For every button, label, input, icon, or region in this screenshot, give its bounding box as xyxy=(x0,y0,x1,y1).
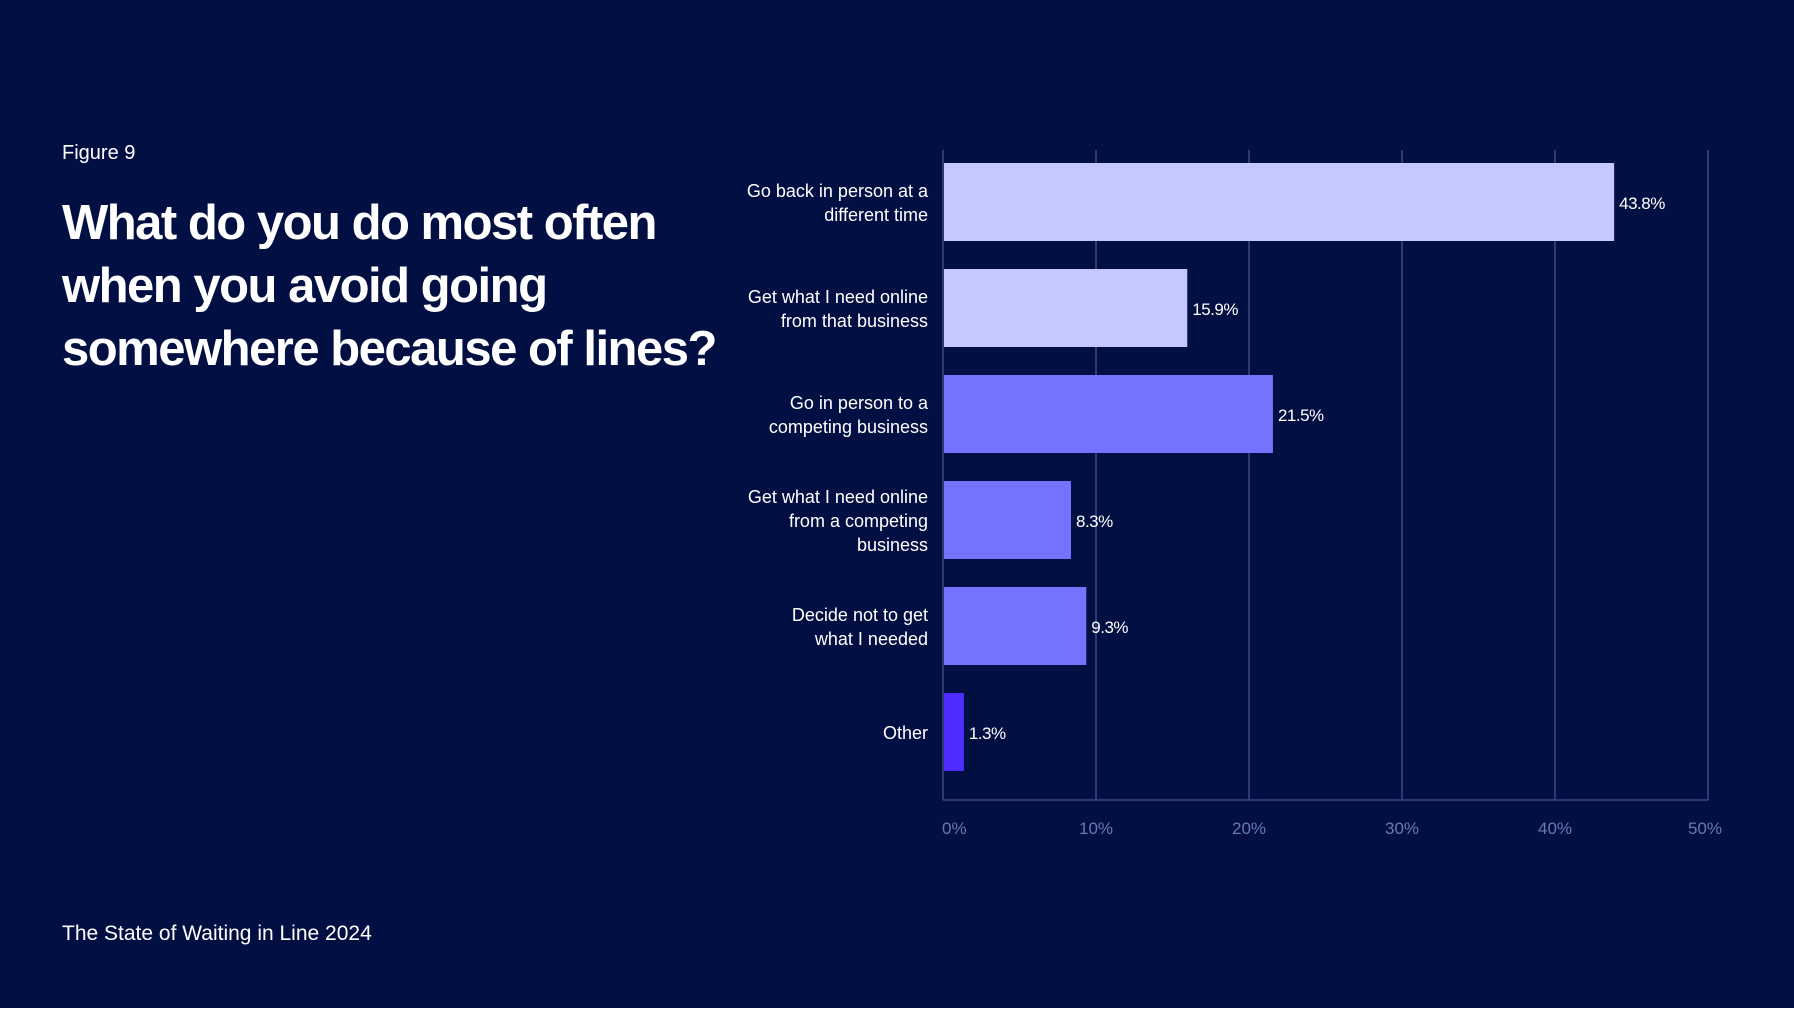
x-tick-label: 40% xyxy=(1538,819,1572,838)
figure-label: Figure 9 xyxy=(62,142,136,164)
category-label: Go in person to a competing business xyxy=(769,393,929,437)
category-label-line: different time xyxy=(824,205,928,225)
data-label: 9.3% xyxy=(1091,618,1128,637)
bar xyxy=(944,481,1071,559)
category-label-line: business xyxy=(857,535,928,555)
data-label: 15.9% xyxy=(1192,300,1238,319)
x-tick-label: 50% xyxy=(1688,819,1722,838)
report-footer: The State of Waiting in Line 2024 xyxy=(62,922,372,945)
category-label-line: competing business xyxy=(769,417,928,437)
bar xyxy=(944,587,1087,665)
category-label-line: what I needed xyxy=(814,629,928,649)
category-label: Decide not to get what I needed xyxy=(792,605,928,649)
category-label: Go back in person at a different time xyxy=(747,181,929,225)
data-label: 8.3% xyxy=(1076,512,1113,531)
x-tick-label: 20% xyxy=(1232,819,1266,838)
data-label: 1.3% xyxy=(969,724,1006,743)
x-tick-label: 10% xyxy=(1079,819,1113,838)
bar xyxy=(944,163,1615,241)
category-label-line: Go back in person at a xyxy=(747,181,929,201)
category-label-line: Get what I need online xyxy=(748,487,928,507)
data-label: 21.5% xyxy=(1278,406,1324,425)
category-label-line: Decide not to get xyxy=(792,605,928,625)
category-label: Other xyxy=(883,723,928,743)
x-tick-label: 30% xyxy=(1385,819,1419,838)
page-title: What do you do most often when you avoid… xyxy=(62,196,717,376)
bar xyxy=(944,375,1273,453)
category-label-line: from that business xyxy=(781,311,928,331)
category-label: Get what I need online from that business xyxy=(748,287,928,331)
bar xyxy=(944,269,1188,347)
category-label-line: Other xyxy=(883,723,928,743)
data-label: 43.8% xyxy=(1619,194,1665,213)
category-label-line: Go in person to a xyxy=(790,393,929,413)
category-label: Get what I need online from a competing bu… xyxy=(748,487,928,555)
bar xyxy=(944,693,964,771)
category-label-line: from a competing xyxy=(789,511,928,531)
category-label-line: Get what I need online xyxy=(748,287,928,307)
x-tick-label: 0% xyxy=(942,819,967,838)
